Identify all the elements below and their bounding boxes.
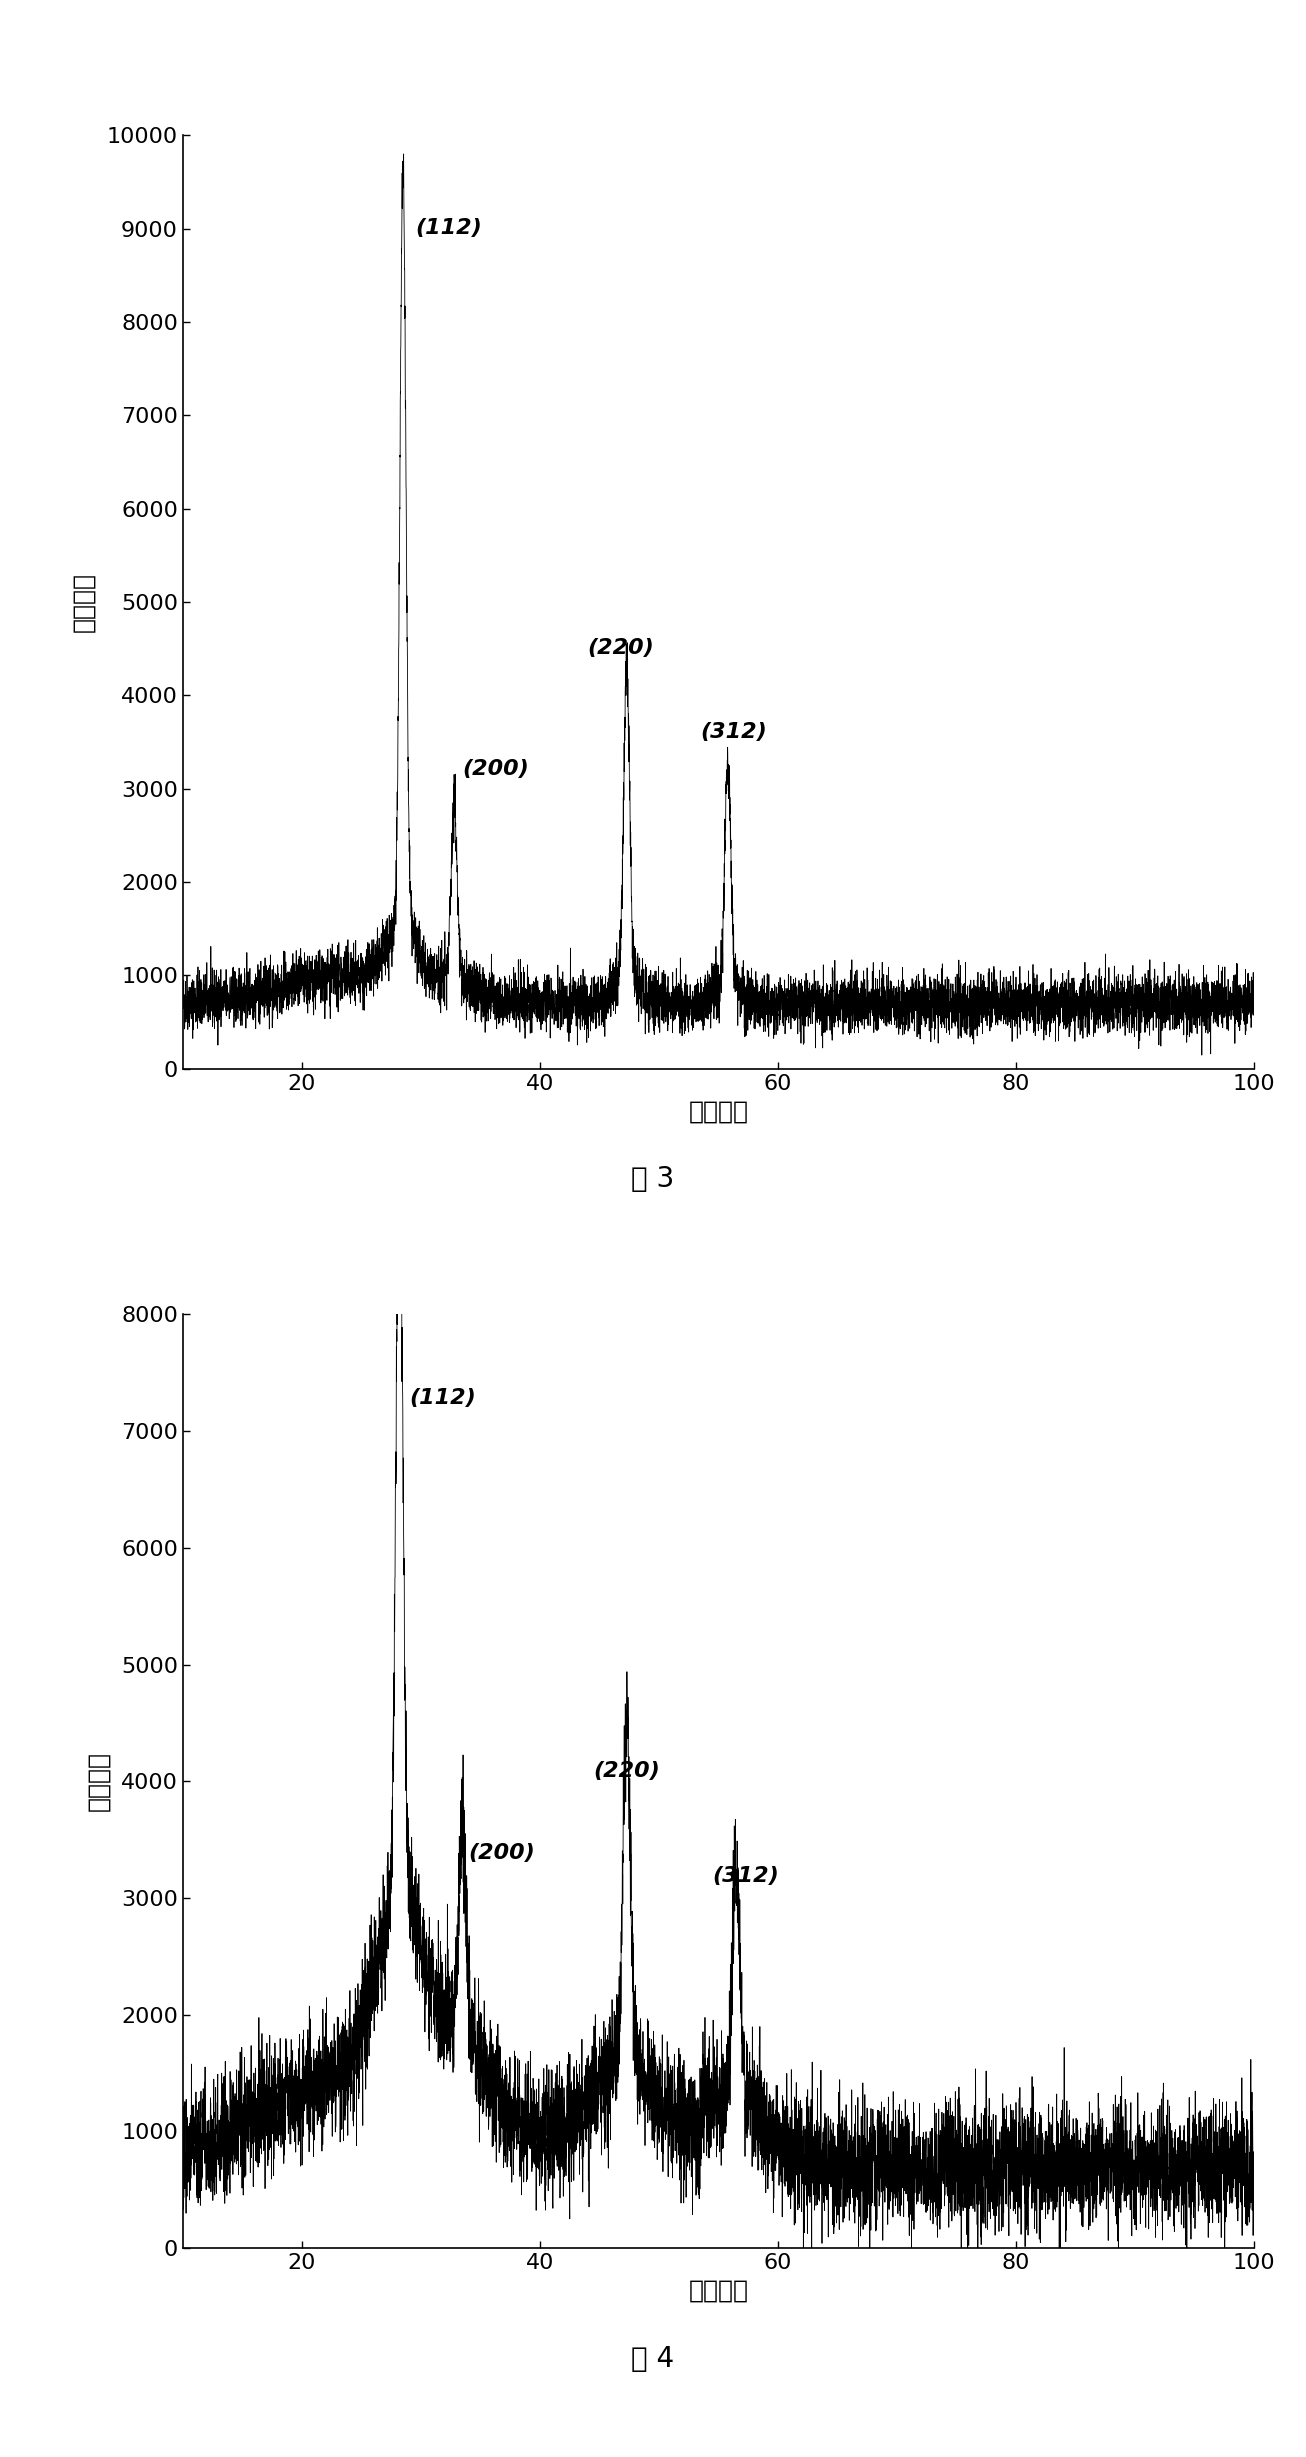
Text: (220): (220) — [588, 639, 654, 658]
Text: (112): (112) — [415, 219, 482, 238]
Text: 图 3: 图 3 — [631, 1165, 675, 1194]
Text: (312): (312) — [700, 722, 767, 742]
X-axis label: 衍射角度: 衍射角度 — [688, 2278, 748, 2302]
X-axis label: 衍射角度: 衍射角度 — [688, 1098, 748, 1123]
Text: (200): (200) — [469, 1843, 535, 1862]
Text: (200): (200) — [462, 759, 529, 779]
Text: (312): (312) — [712, 1867, 780, 1887]
Y-axis label: 相对强度: 相对强度 — [86, 1752, 110, 1811]
Y-axis label: 相对强度: 相对强度 — [72, 572, 95, 631]
Text: (112): (112) — [409, 1388, 475, 1408]
Text: 图 4: 图 4 — [631, 2344, 675, 2373]
Text: (220): (220) — [593, 1762, 660, 1781]
